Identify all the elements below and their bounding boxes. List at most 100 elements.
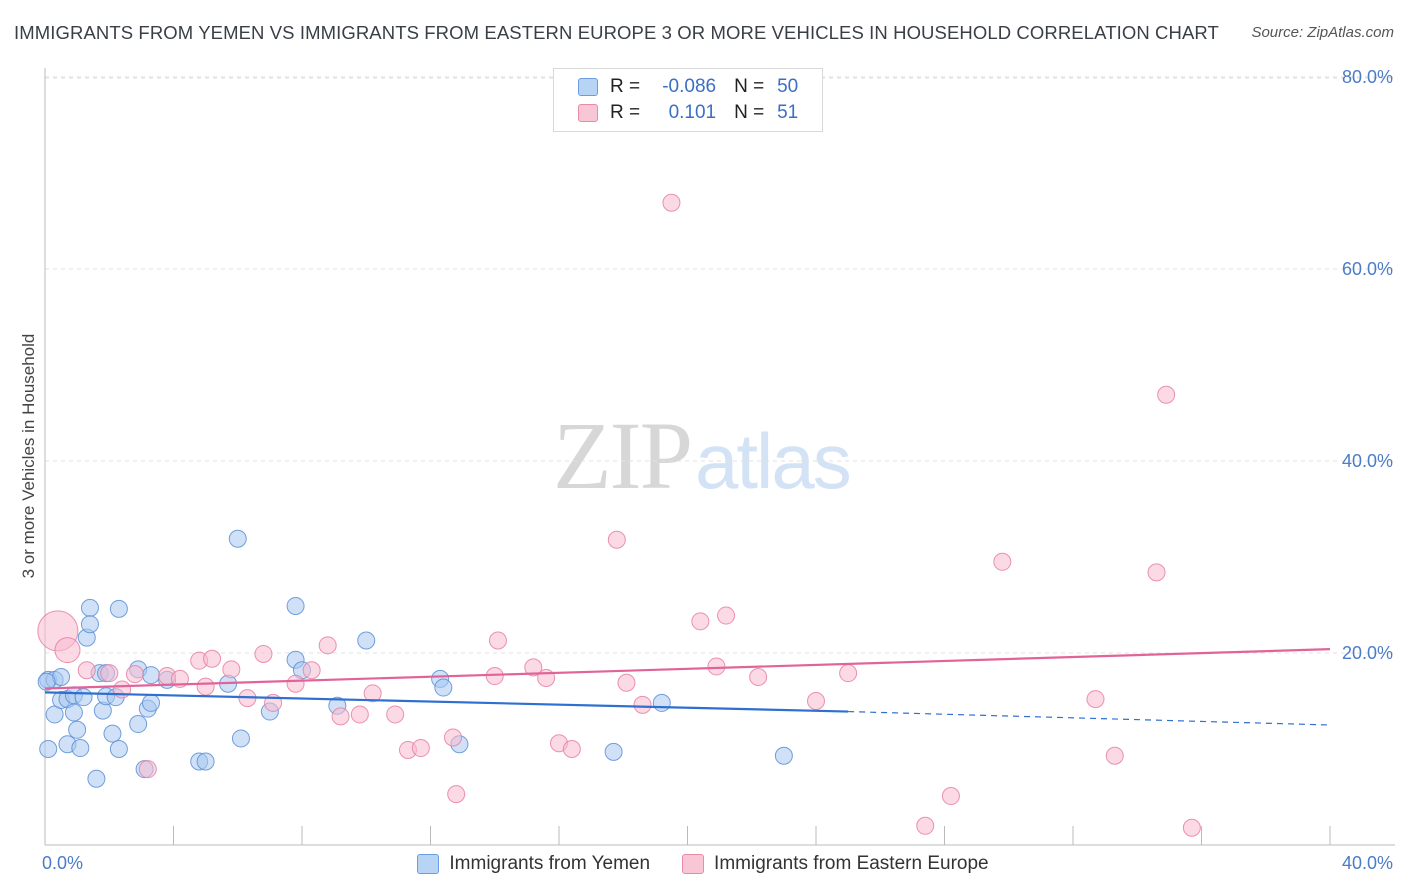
yemen-point <box>129 715 148 734</box>
eastern-europe-point <box>331 707 350 726</box>
eastern-europe-point <box>318 636 337 655</box>
y-tick-label: 80.0% <box>1342 67 1393 87</box>
source-label: Source: ZipAtlas.com <box>1251 24 1394 41</box>
yemen-point <box>39 740 58 758</box>
data-points <box>37 193 1201 837</box>
eastern-europe-point <box>125 665 144 684</box>
eastern-europe-point <box>363 684 382 703</box>
eastern-europe-point <box>662 193 681 212</box>
series-legend: Immigrants from Yemen Immigrants from Ea… <box>0 851 1406 877</box>
grid-lines <box>45 76 1395 654</box>
eastern-europe-point <box>1086 690 1105 709</box>
yemen-point <box>774 746 793 765</box>
eastern-europe-legend-swatch <box>682 854 705 874</box>
n-label: N = <box>734 76 765 97</box>
eastern-europe-point <box>524 658 543 677</box>
yemen-point <box>80 598 99 617</box>
eastern-europe-point <box>617 673 636 692</box>
yemen-point <box>652 693 671 712</box>
eastern-europe-point <box>941 787 960 806</box>
correlation-legend: R = -0.086 N = 50 R = 0.101 N = 51 <box>553 68 823 132</box>
yemen-point <box>228 529 247 548</box>
n-value: 50 <box>777 76 799 97</box>
eastern-europe-point <box>1147 563 1166 582</box>
yemen-point <box>142 693 161 712</box>
n-value: 51 <box>777 102 799 123</box>
yemen-point <box>80 615 99 634</box>
legend-label-eastern-europe: Immigrants from Eastern Europe <box>714 853 989 874</box>
eastern-europe-point <box>1157 385 1176 404</box>
eastern-europe-point <box>691 612 710 631</box>
yemen-swatch <box>578 78 598 96</box>
tick-labels: 20.0% 40.0% 60.0% 80.0% 0.0% 40.0% <box>42 67 1393 873</box>
eastern-europe-point <box>607 530 626 549</box>
eastern-europe-point <box>749 668 768 686</box>
eastern-europe-point <box>138 760 157 779</box>
yemen-point <box>286 596 305 615</box>
watermark-zip: ZIP <box>553 402 693 509</box>
eastern-europe-point <box>562 740 581 758</box>
x-tick-label: 0.0% <box>42 853 83 873</box>
yemen-point <box>74 688 93 707</box>
axes <box>44 68 1395 846</box>
y-tick-label: 40.0% <box>1342 451 1393 471</box>
yemen-point <box>604 742 623 761</box>
yemen-point <box>71 739 90 758</box>
eastern-europe-point <box>707 657 726 676</box>
eastern-europe-point <box>485 667 504 686</box>
yemen-point <box>68 720 87 739</box>
eastern-europe-point <box>839 664 858 683</box>
r-label: R = <box>610 76 641 97</box>
r-value: 0.101 <box>668 102 717 123</box>
yemen-trend-extension <box>848 710 1331 726</box>
n-label: N = <box>734 102 765 123</box>
legend-label-yemen: Immigrants from Yemen <box>449 853 651 874</box>
eastern-europe-point <box>196 677 215 696</box>
yemen-point <box>434 678 453 697</box>
legend-item-yemen: Immigrants from Yemen <box>417 853 650 875</box>
x-tick-label: 40.0% <box>1342 853 1393 873</box>
eastern-europe-point <box>488 631 507 650</box>
chart-title: IMMIGRANTS FROM YEMEN VS IMMIGRANTS FROM… <box>14 22 1219 43</box>
eastern-europe-point <box>411 739 430 758</box>
eastern-europe-point <box>254 644 273 663</box>
y-tick-label: 20.0% <box>1342 643 1393 663</box>
yemen-trend-line <box>44 691 849 713</box>
eastern-europe-point <box>807 692 825 710</box>
yemen-point <box>231 729 250 748</box>
eastern-europe-point <box>350 705 369 724</box>
eastern-europe-point <box>302 661 321 680</box>
legend-item-eastern-europe: Immigrants from Eastern Europe <box>682 853 989 875</box>
eastern-europe-point <box>286 674 305 693</box>
yemen-point <box>196 752 215 771</box>
yemen-point <box>87 769 106 788</box>
eastern-europe-point <box>993 552 1012 571</box>
eastern-europe-point <box>1105 746 1124 765</box>
legend-row-eastern-europe: R = 0.101 N = 51 <box>578 100 798 126</box>
yemen-point <box>109 740 128 758</box>
yemen-point <box>109 599 128 618</box>
eastern-europe-point <box>54 637 81 664</box>
eastern-europe-point <box>203 649 222 668</box>
eastern-europe-point <box>77 661 96 680</box>
eastern-europe-swatch <box>578 104 598 122</box>
eastern-europe-point <box>717 606 736 625</box>
eastern-europe-point <box>443 728 462 747</box>
watermark: ZIPatlas <box>553 400 852 511</box>
y-axis-label: 3 or more Vehicles in Household <box>19 334 38 579</box>
eastern-europe-point <box>100 664 119 683</box>
trend-lines <box>44 648 1331 726</box>
yemen-point <box>64 703 83 722</box>
yemen-point <box>37 672 56 691</box>
r-label: R = <box>610 102 641 123</box>
eastern-europe-point <box>633 695 652 714</box>
eastern-europe-point <box>222 660 241 679</box>
eastern-europe-trend-line <box>44 648 1331 690</box>
eastern-europe-point <box>447 785 466 804</box>
eastern-europe-point <box>1182 818 1201 837</box>
r-value: -0.086 <box>662 76 717 97</box>
yemen-legend-swatch <box>417 854 440 874</box>
eastern-europe-point <box>916 816 935 835</box>
yemen-point <box>103 724 122 743</box>
